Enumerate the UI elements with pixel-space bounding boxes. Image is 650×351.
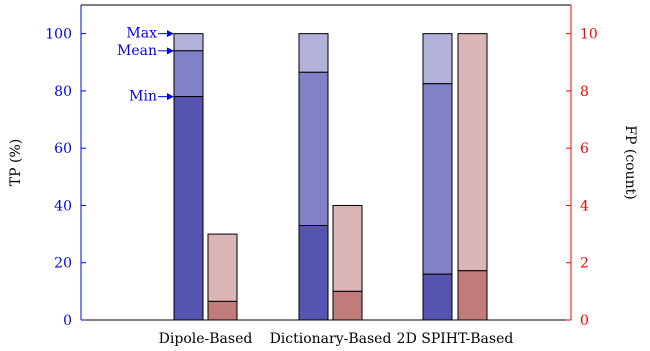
bars-group <box>173 33 488 321</box>
axes-group <box>80 4 572 321</box>
tp-mean-bar <box>422 83 453 275</box>
right-tick-label: 0 <box>580 313 589 329</box>
labels-group: Dipole-Based Dictionary-Based 2D SPIHT-Bas… <box>8 26 638 347</box>
tp-max-bar <box>298 33 329 73</box>
right-tick-label: 4 <box>580 198 589 214</box>
left-tick-label: 100 <box>45 27 72 43</box>
tp-mean-bar <box>173 50 204 98</box>
right-tick-label: 10 <box>580 27 598 43</box>
tp-max-bar <box>173 33 204 52</box>
right-tick-label: 6 <box>580 141 589 157</box>
tp-min-bar <box>422 273 453 321</box>
fp-min-bar <box>207 300 238 321</box>
right-tick-label: 8 <box>580 84 589 100</box>
fp-max-bar <box>332 204 363 292</box>
category-label: Dipole-Based <box>159 331 253 347</box>
tp-max-bar <box>422 33 453 85</box>
category-label: 2D SPIHT-Based <box>397 331 514 347</box>
annotation-label: Max <box>126 26 157 42</box>
right-tick-label: 2 <box>580 256 589 272</box>
tp-min-bar <box>298 225 329 321</box>
fp-max-bar <box>457 33 488 272</box>
annotation-label: Min <box>129 89 157 105</box>
left-tick-label: 60 <box>54 141 72 157</box>
left-tick-label: 40 <box>54 198 72 214</box>
left-tick-label: 0 <box>63 313 72 329</box>
category-label: Dictionary-Based <box>270 331 392 347</box>
left-tick-label: 80 <box>54 84 72 100</box>
fp-max-bar <box>207 233 238 302</box>
left-tick-label: 20 <box>54 256 72 272</box>
right-axis-title: FP (count) <box>622 125 638 199</box>
fp-min-bar <box>457 270 488 321</box>
left-axis-title: TP (%) <box>8 139 24 186</box>
tp-mean-bar <box>298 71 329 226</box>
fp-min-bar <box>332 290 363 321</box>
annotation-label: Mean <box>117 43 157 59</box>
tp-min-bar <box>173 96 204 321</box>
